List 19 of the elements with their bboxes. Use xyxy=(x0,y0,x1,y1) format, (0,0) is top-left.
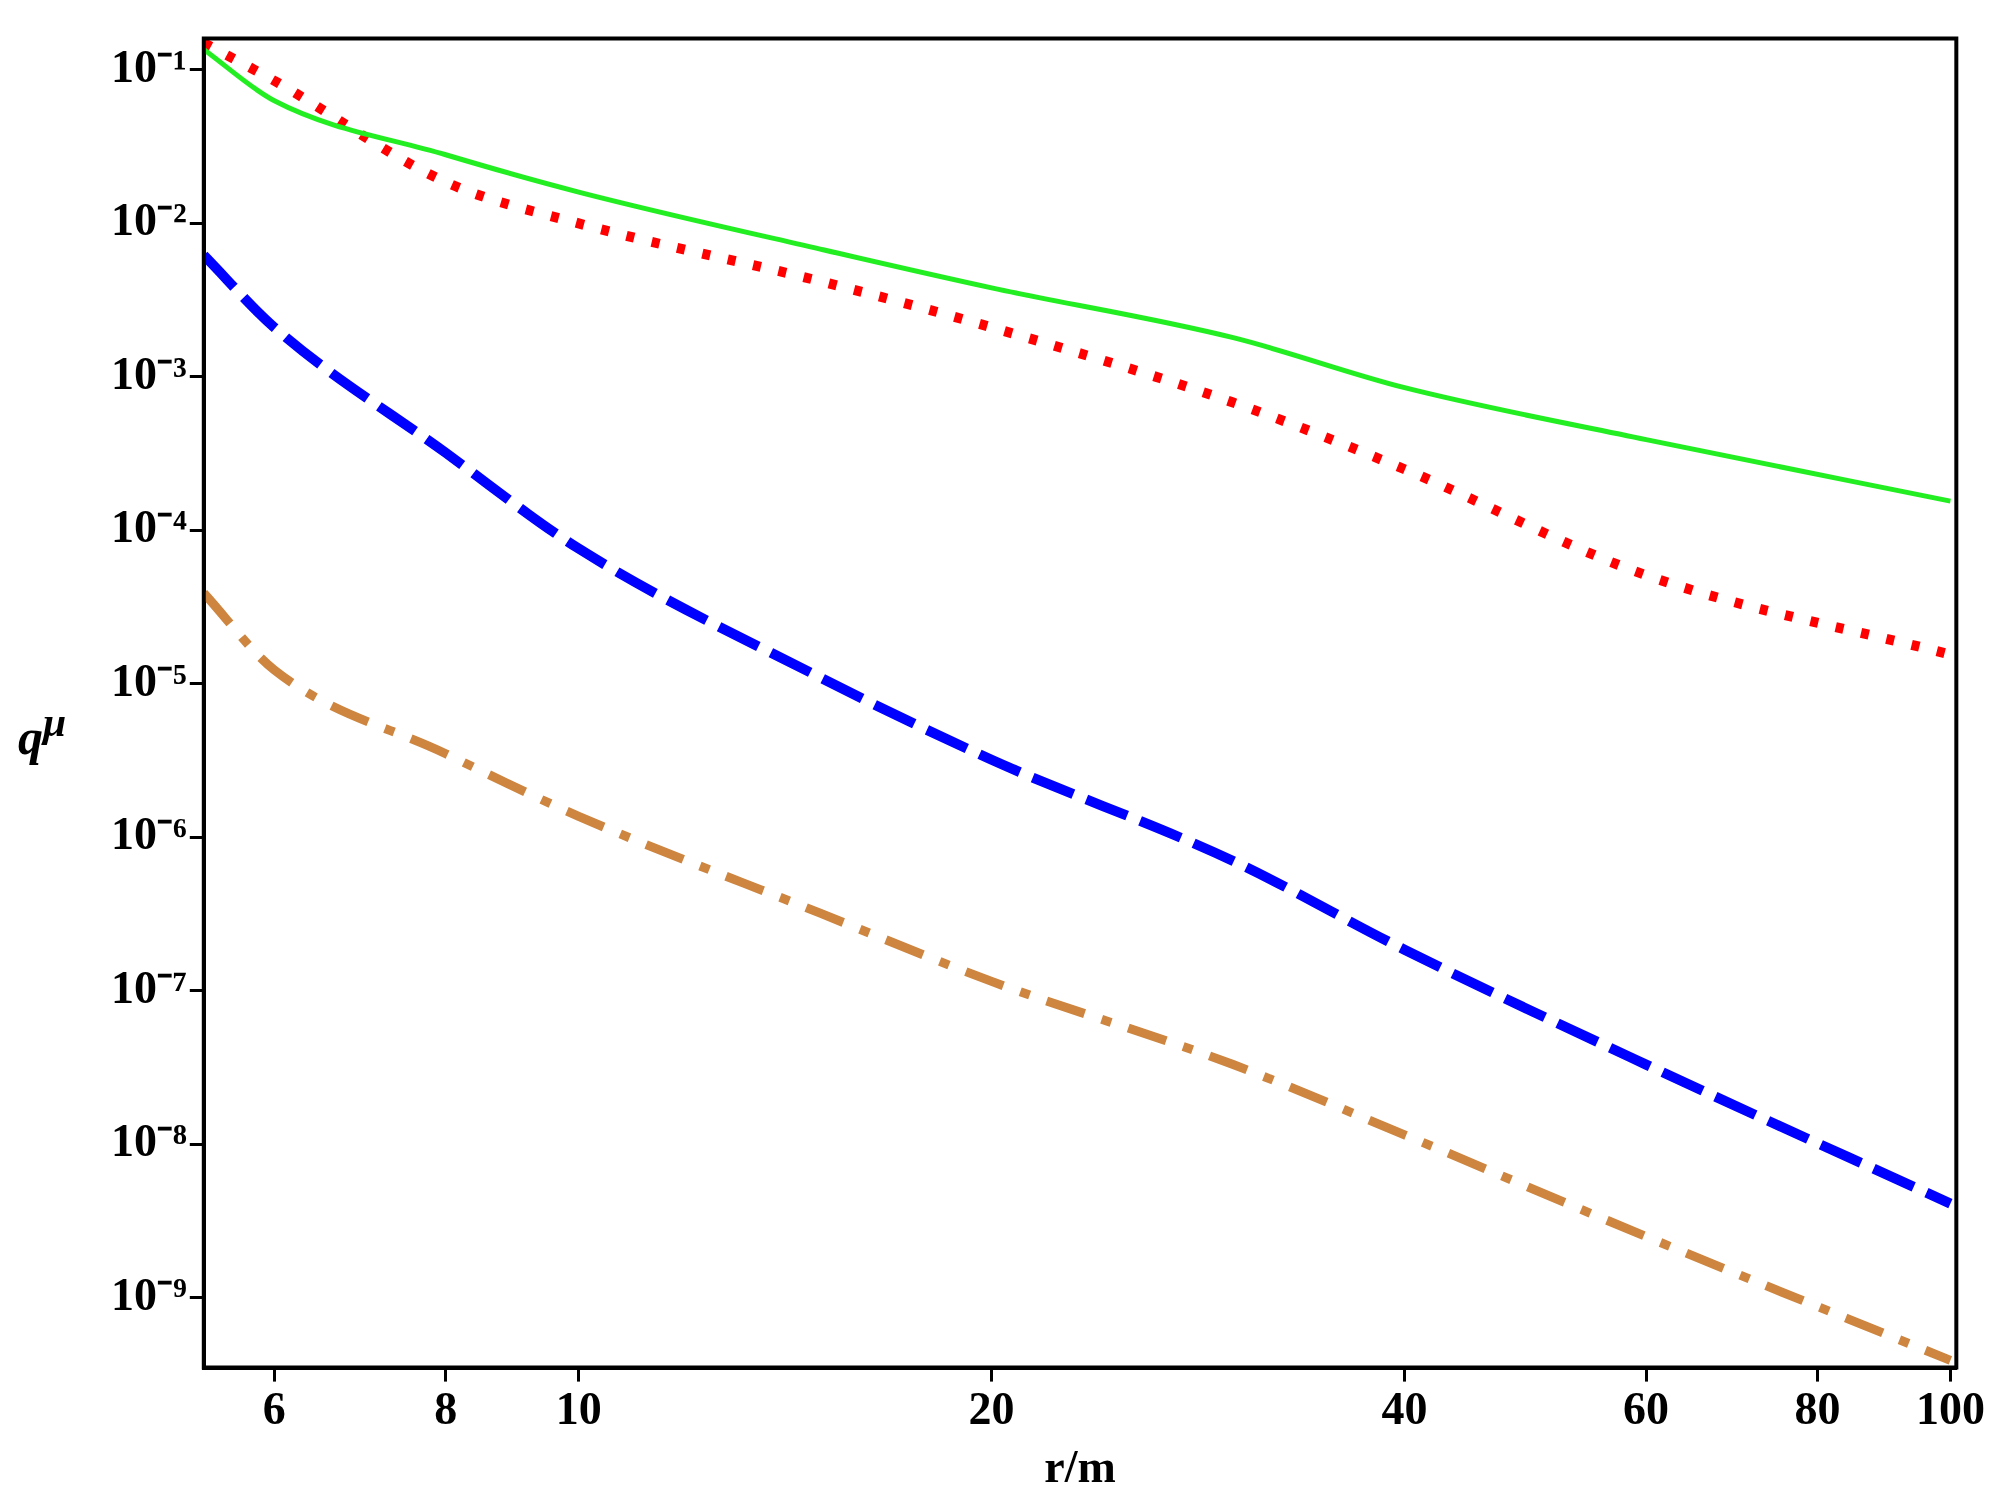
y-tick-label: 10⁻¹ xyxy=(110,40,187,92)
y-tick-label: 10⁻² xyxy=(110,194,187,246)
y-tick-label: 10⁻³ xyxy=(110,347,187,399)
x-tick-label: 20 xyxy=(968,1383,1015,1435)
y-tick-label: 10⁻⁴ xyxy=(110,501,187,553)
x-tick-label: 80 xyxy=(1794,1383,1841,1435)
y-tick-label: 10⁻⁸ xyxy=(110,1115,187,1167)
y-tick-label: 10⁻⁵ xyxy=(110,654,187,706)
x-tick-label: 10 xyxy=(555,1383,602,1435)
x-tick-label: 8 xyxy=(434,1383,458,1435)
x-tick-label: 60 xyxy=(1623,1383,1670,1435)
x-tick-label: 100 xyxy=(1915,1383,1985,1435)
y-tick-label: 10⁻⁷ xyxy=(110,961,187,1013)
x-tick-label: 6 xyxy=(262,1383,286,1435)
y-tick-label: 10⁻⁹ xyxy=(110,1268,187,1320)
y-axis-title: q$^{μ}$ xyxy=(18,698,67,766)
x-axis-title: r/m xyxy=(1044,1441,1116,1493)
x-tick-label: 40 xyxy=(1381,1383,1428,1435)
y-tick-label: 10⁻⁶ xyxy=(110,808,187,860)
